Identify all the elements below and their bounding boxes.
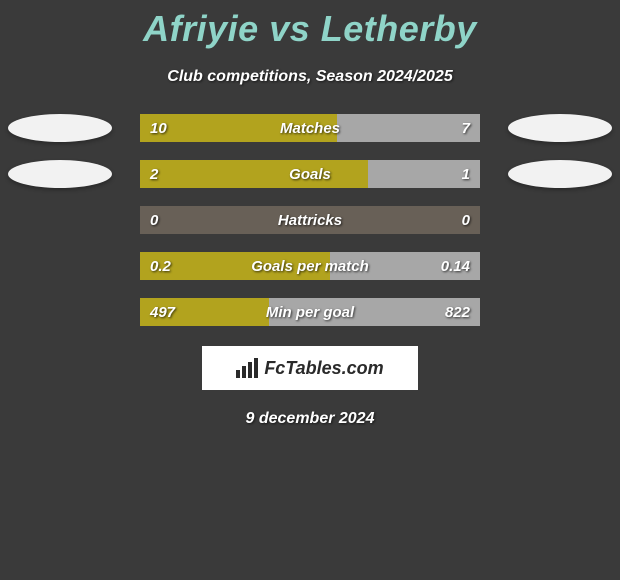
bar-left-fill: [140, 160, 368, 188]
player-a-badge: [8, 114, 112, 142]
stat-bar: 10 7 Matches: [140, 114, 480, 142]
left-value: 2: [150, 166, 158, 183]
snapshot-date: 9 december 2024: [0, 410, 620, 428]
stat-bar: 2 1 Goals: [140, 160, 480, 188]
brand-logo[interactable]: FcTables.com: [202, 346, 418, 390]
brand-name: FcTables.com: [264, 358, 383, 379]
metric-label: Hattricks: [278, 212, 342, 229]
bar-chart-icon: [236, 358, 258, 378]
player-b-badge: [508, 114, 612, 142]
left-value: 0: [150, 212, 158, 229]
left-value: 10: [150, 120, 167, 137]
right-value: 7: [462, 120, 470, 137]
right-value: 0.14: [441, 258, 470, 275]
right-badge-slot: [500, 114, 620, 142]
player-a-badge: [8, 160, 112, 188]
comparison-title: Afriyie vs Letherby: [0, 0, 620, 50]
player-b-name: Letherby: [321, 8, 477, 49]
stat-row: 10 7 Matches: [0, 114, 620, 142]
stat-row: 497 822 Min per goal: [0, 298, 620, 326]
left-badge-slot: [0, 114, 120, 142]
right-value: 1: [462, 166, 470, 183]
left-value: 497: [150, 304, 175, 321]
vs-label: vs: [269, 8, 310, 49]
stat-bar: 0.2 0.14 Goals per match: [140, 252, 480, 280]
stat-row: 0 0 Hattricks: [0, 206, 620, 234]
stat-row: 0.2 0.14 Goals per match: [0, 252, 620, 280]
right-badge-slot: [500, 160, 620, 188]
stat-row: 2 1 Goals: [0, 160, 620, 188]
bar-right-fill: [337, 114, 480, 142]
stat-bar: 497 822 Min per goal: [140, 298, 480, 326]
right-value: 822: [445, 304, 470, 321]
metric-label: Matches: [280, 120, 340, 137]
player-a-name: Afriyie: [143, 8, 259, 49]
left-badge-slot: [0, 160, 120, 188]
metric-label: Goals: [289, 166, 331, 183]
metric-label: Min per goal: [266, 304, 354, 321]
comparison-chart: 10 7 Matches 2 1 Goals 0 0 Hattricks 0.2 0.14 Goals…: [0, 114, 620, 326]
season-subtitle: Club competitions, Season 2024/2025: [0, 68, 620, 86]
metric-label: Goals per match: [251, 258, 369, 275]
stat-bar: 0 0 Hattricks: [140, 206, 480, 234]
player-b-badge: [508, 160, 612, 188]
left-value: 0.2: [150, 258, 171, 275]
right-value: 0: [462, 212, 470, 229]
